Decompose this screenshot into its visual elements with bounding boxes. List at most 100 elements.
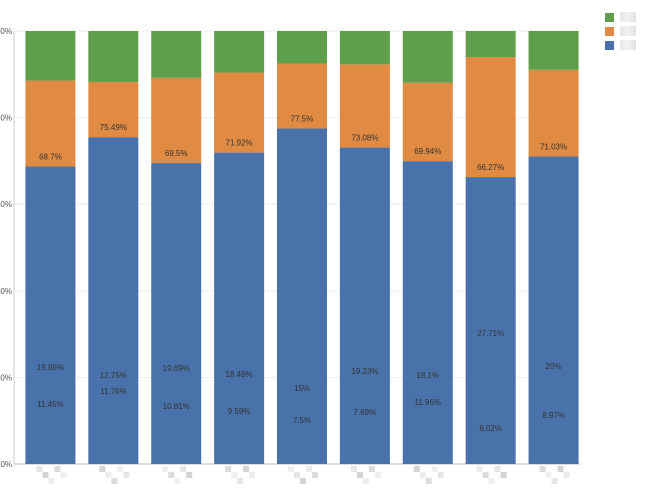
data-label-orange: 12.75% bbox=[100, 371, 127, 380]
y-tick-label: 0% bbox=[0, 460, 12, 469]
x-label-blur-block bbox=[54, 466, 61, 472]
legend-swatch-blue bbox=[605, 40, 614, 50]
x-label-blur-block bbox=[488, 478, 495, 484]
legend-label-blurred bbox=[620, 26, 636, 36]
x-label-blur-block bbox=[431, 466, 438, 472]
x-label-blur-block bbox=[168, 472, 175, 478]
x-label-blur-block bbox=[225, 466, 232, 472]
data-label-green: 11.96% bbox=[415, 398, 442, 407]
bar-segment-green bbox=[528, 31, 579, 70]
x-label-blur-block bbox=[105, 472, 112, 478]
x-label-blur-block bbox=[111, 478, 118, 484]
y-axis-ticks: 0% 20% 40% 60% 80% 100% bbox=[0, 27, 12, 469]
data-label-orange: 27.71% bbox=[477, 329, 504, 338]
x-label-blur-block bbox=[500, 472, 507, 478]
data-label-blue: 77.5% bbox=[291, 114, 314, 123]
x-label-blur-block bbox=[368, 466, 375, 472]
x-label-blur-block bbox=[123, 472, 130, 478]
bar-segment-blue bbox=[277, 128, 327, 465]
bar-segment-orange bbox=[88, 81, 139, 138]
data-label-green: 6.02% bbox=[479, 424, 502, 433]
data-label-orange: 18.1% bbox=[416, 371, 439, 380]
bar-segment-green bbox=[339, 31, 390, 65]
data-label-green: 7.69% bbox=[354, 408, 377, 417]
bar-segment-green bbox=[88, 31, 139, 82]
data-label-green: 7.5% bbox=[293, 416, 311, 425]
x-label-blur-block bbox=[551, 478, 558, 484]
x-label-blur-block bbox=[306, 466, 312, 472]
bar-segment-orange bbox=[402, 82, 453, 162]
x-label-blur-block bbox=[350, 466, 357, 472]
x-label-blur-block bbox=[482, 472, 489, 478]
x-label-blur-block bbox=[36, 466, 43, 472]
legend-item-series-2 bbox=[605, 24, 636, 38]
bar-segment-blue bbox=[151, 163, 202, 464]
x-label-blur-block bbox=[99, 466, 106, 472]
x-label-blur-block bbox=[413, 466, 420, 472]
x-label-blur-block bbox=[300, 478, 306, 484]
segment-labels: 68.7% 19.85% 11.45% 75.49% 12.75% 11.76% 69.5%… bbox=[37, 114, 567, 433]
data-label-green: 10.81% bbox=[163, 402, 190, 411]
x-label-blur-block bbox=[356, 472, 363, 478]
data-label-green: 8.97% bbox=[542, 411, 565, 420]
x-label-blur-block bbox=[288, 466, 294, 472]
x-label-blur-block bbox=[494, 466, 501, 472]
bar-segment-blue bbox=[528, 156, 579, 464]
y-tick-label: 40% bbox=[0, 287, 12, 296]
bar-segment-blue bbox=[25, 166, 76, 465]
x-axis-labels-blurred bbox=[36, 466, 570, 484]
legend-label-blurred bbox=[620, 40, 636, 50]
legend-item-series-1 bbox=[605, 38, 636, 52]
data-label-orange: 15% bbox=[294, 384, 310, 393]
y-tick-label: 100% bbox=[0, 27, 12, 36]
data-label-blue: 71.92% bbox=[226, 139, 253, 148]
bar-segment-blue bbox=[465, 177, 516, 464]
bar-segment-green bbox=[277, 31, 327, 64]
data-label-blue: 75.49% bbox=[100, 123, 127, 132]
bar-segment-blue bbox=[214, 152, 265, 464]
data-label-green: 9.59% bbox=[228, 407, 251, 416]
legend-swatch-green bbox=[605, 12, 614, 22]
x-label-blur-block bbox=[48, 478, 55, 484]
data-label-blue: 71.03% bbox=[540, 142, 567, 151]
x-label-blur-block bbox=[374, 472, 381, 478]
bar-segment-orange bbox=[214, 72, 265, 153]
x-label-blur-block bbox=[312, 472, 318, 478]
legend-label-blurred bbox=[620, 12, 636, 22]
data-label-blue: 66.27% bbox=[477, 163, 504, 172]
x-label-blur-block bbox=[419, 472, 426, 478]
bar-segment-orange bbox=[465, 57, 516, 178]
bar-segment-green bbox=[25, 31, 76, 81]
data-label-orange: 19.23% bbox=[351, 367, 378, 376]
data-label-blue: 73.08% bbox=[351, 134, 378, 143]
data-label-blue: 69.5% bbox=[165, 149, 188, 158]
x-label-blur-block bbox=[539, 466, 546, 472]
x-label-blur-block bbox=[117, 466, 124, 472]
bar-segment-green bbox=[465, 31, 516, 58]
bar-segment-orange bbox=[277, 63, 327, 129]
bar-segment-green bbox=[214, 31, 265, 73]
x-label-blur-block bbox=[249, 472, 256, 478]
x-label-blur-block bbox=[557, 466, 564, 472]
x-label-blur-block bbox=[231, 472, 238, 478]
x-label-blur-block bbox=[294, 472, 300, 478]
data-label-orange: 18.49% bbox=[226, 370, 253, 379]
data-label-orange: 20% bbox=[546, 362, 562, 371]
bar-segment-orange bbox=[151, 77, 202, 164]
x-label-blur-block bbox=[563, 472, 570, 478]
data-label-green: 11.45% bbox=[37, 400, 64, 409]
bar-segment-green bbox=[402, 31, 453, 83]
legend-swatch-orange bbox=[605, 26, 614, 36]
data-label-blue: 69.94% bbox=[414, 147, 441, 156]
bar-segment-orange bbox=[339, 64, 390, 148]
bar-segment-blue bbox=[402, 161, 453, 465]
y-tick-label: 80% bbox=[0, 114, 12, 123]
bars bbox=[25, 31, 579, 465]
y-tick-label: 60% bbox=[0, 200, 12, 209]
data-label-orange: 19.69% bbox=[163, 364, 190, 373]
x-label-blur-block bbox=[162, 466, 169, 472]
x-label-blur-block bbox=[174, 478, 181, 484]
x-label-blur-block bbox=[545, 472, 552, 478]
y-tick-label: 20% bbox=[0, 373, 12, 382]
